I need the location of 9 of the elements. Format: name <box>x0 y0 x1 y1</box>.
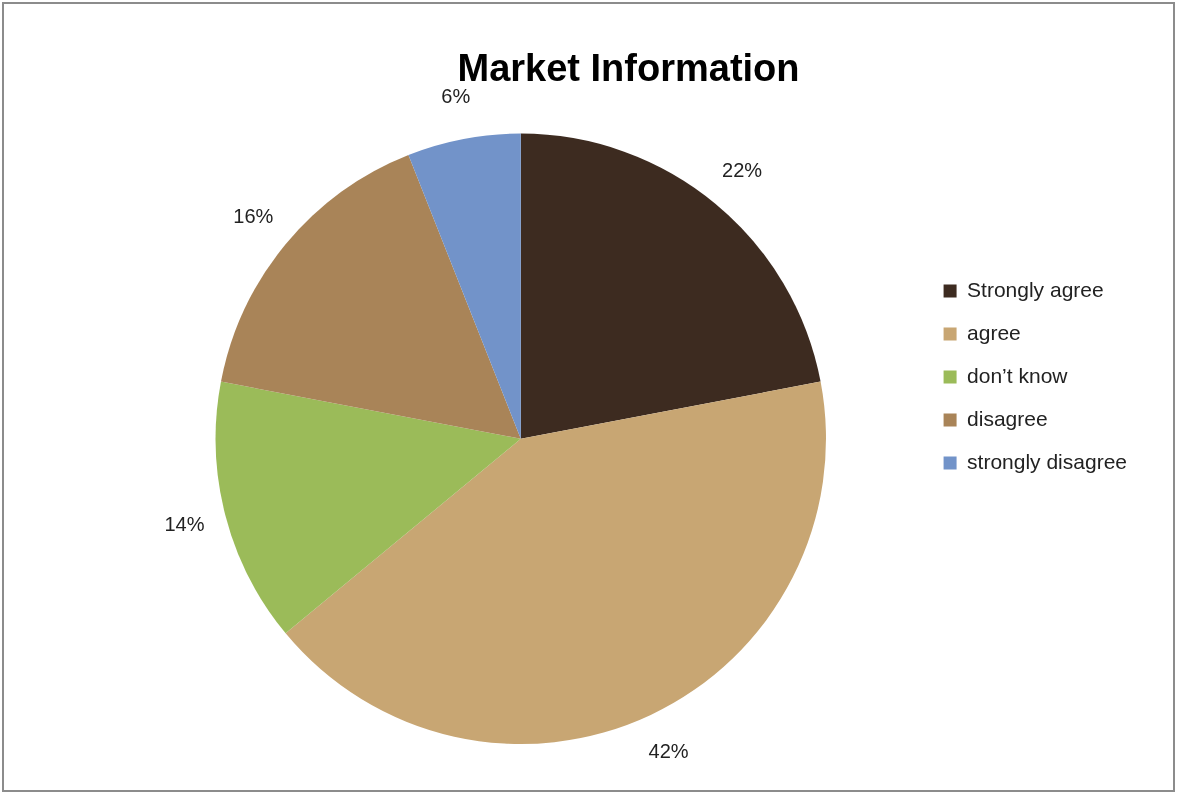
data-label: 42% <box>648 740 689 763</box>
data-label: 22% <box>722 158 763 181</box>
legend-label: don’t know <box>967 363 1069 387</box>
legend-label: Strongly agree <box>967 277 1104 301</box>
data-label: 14% <box>164 512 205 535</box>
legend-label: agree <box>967 320 1021 344</box>
legend-label: strongly disagree <box>967 449 1127 473</box>
data-label: 16% <box>233 205 274 227</box>
legend-label: disagree <box>967 406 1048 430</box>
